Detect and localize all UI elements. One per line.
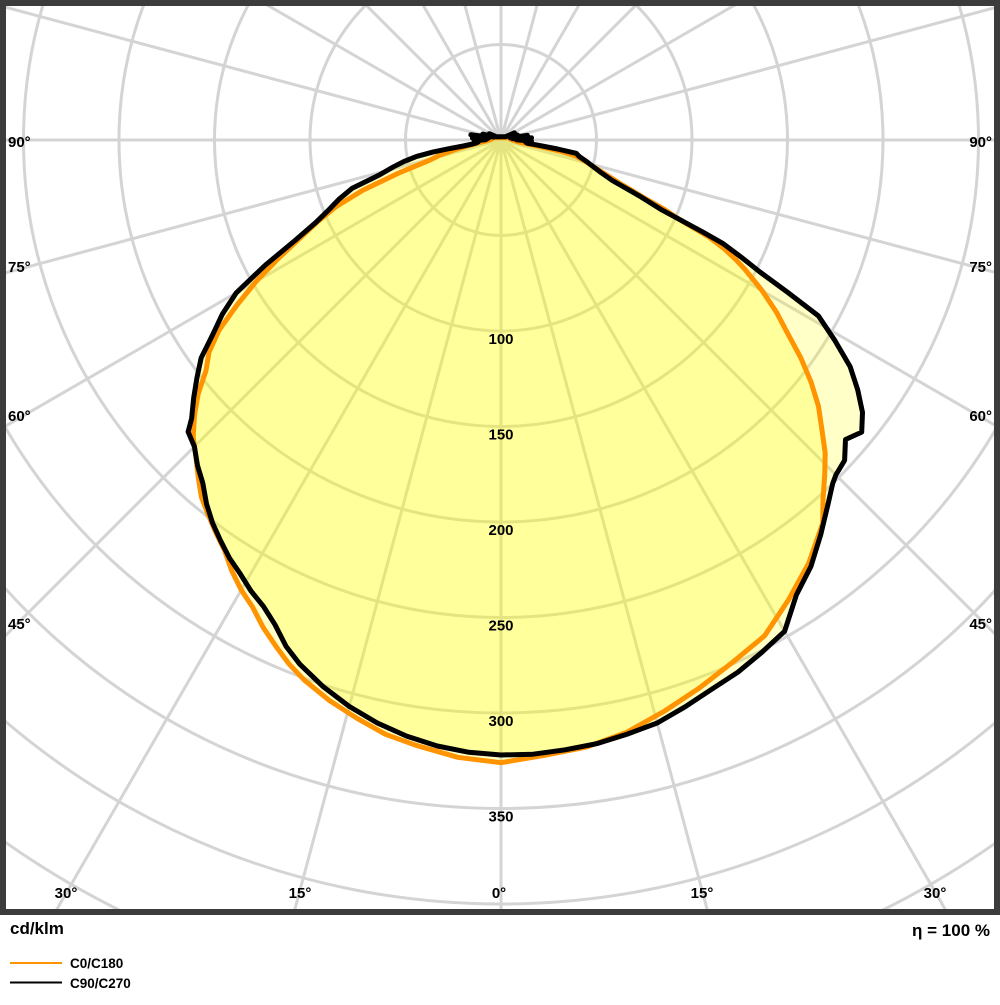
axis-labels: 90° 90° 75° 75° 60° 60° 45° 45° 30° 15° 0° 15° 30° 10… — [8, 134, 992, 902]
angle-label-bottom: 0° — [492, 885, 506, 902]
angle-label-right: 90° — [969, 134, 992, 151]
c90-c270-fill-area — [188, 132, 863, 756]
angle-label-right: 75° — [969, 259, 992, 276]
angle-label-bottom: 30° — [55, 885, 78, 902]
legend-label-c90-c270: C90/C270 — [70, 976, 131, 991]
radial-tick-label: 250 — [488, 618, 513, 635]
efficiency-label: η = 100 % — [912, 921, 990, 940]
angle-label-right: 45° — [969, 616, 992, 633]
angle-label-right: 60° — [969, 408, 992, 425]
angle-label-bottom: 15° — [289, 885, 312, 902]
angle-label-left: 60° — [8, 408, 31, 425]
radial-tick-label: 100 — [488, 331, 513, 348]
radial-tick-label: 200 — [488, 522, 513, 539]
radial-tick-label: 350 — [488, 809, 513, 826]
angle-label-bottom: 15° — [691, 885, 714, 902]
chart-frame — [0, 0, 1000, 915]
angle-label-bottom: 30° — [924, 885, 947, 902]
angle-label-left: 75° — [8, 259, 31, 276]
units-label: cd/klm — [10, 919, 64, 938]
c0-c180-fill-area — [193, 137, 826, 763]
angle-label-left: 45° — [8, 616, 31, 633]
angle-label-left: 90° — [8, 134, 31, 151]
radial-tick-label: 150 — [488, 427, 513, 444]
legend: C0/C180 C90/C270 — [10, 956, 131, 991]
radial-tick-label: 300 — [488, 713, 513, 730]
legend-label-c0-c180: C0/C180 — [70, 956, 123, 971]
c90-c270-curve — [185, 130, 865, 758]
